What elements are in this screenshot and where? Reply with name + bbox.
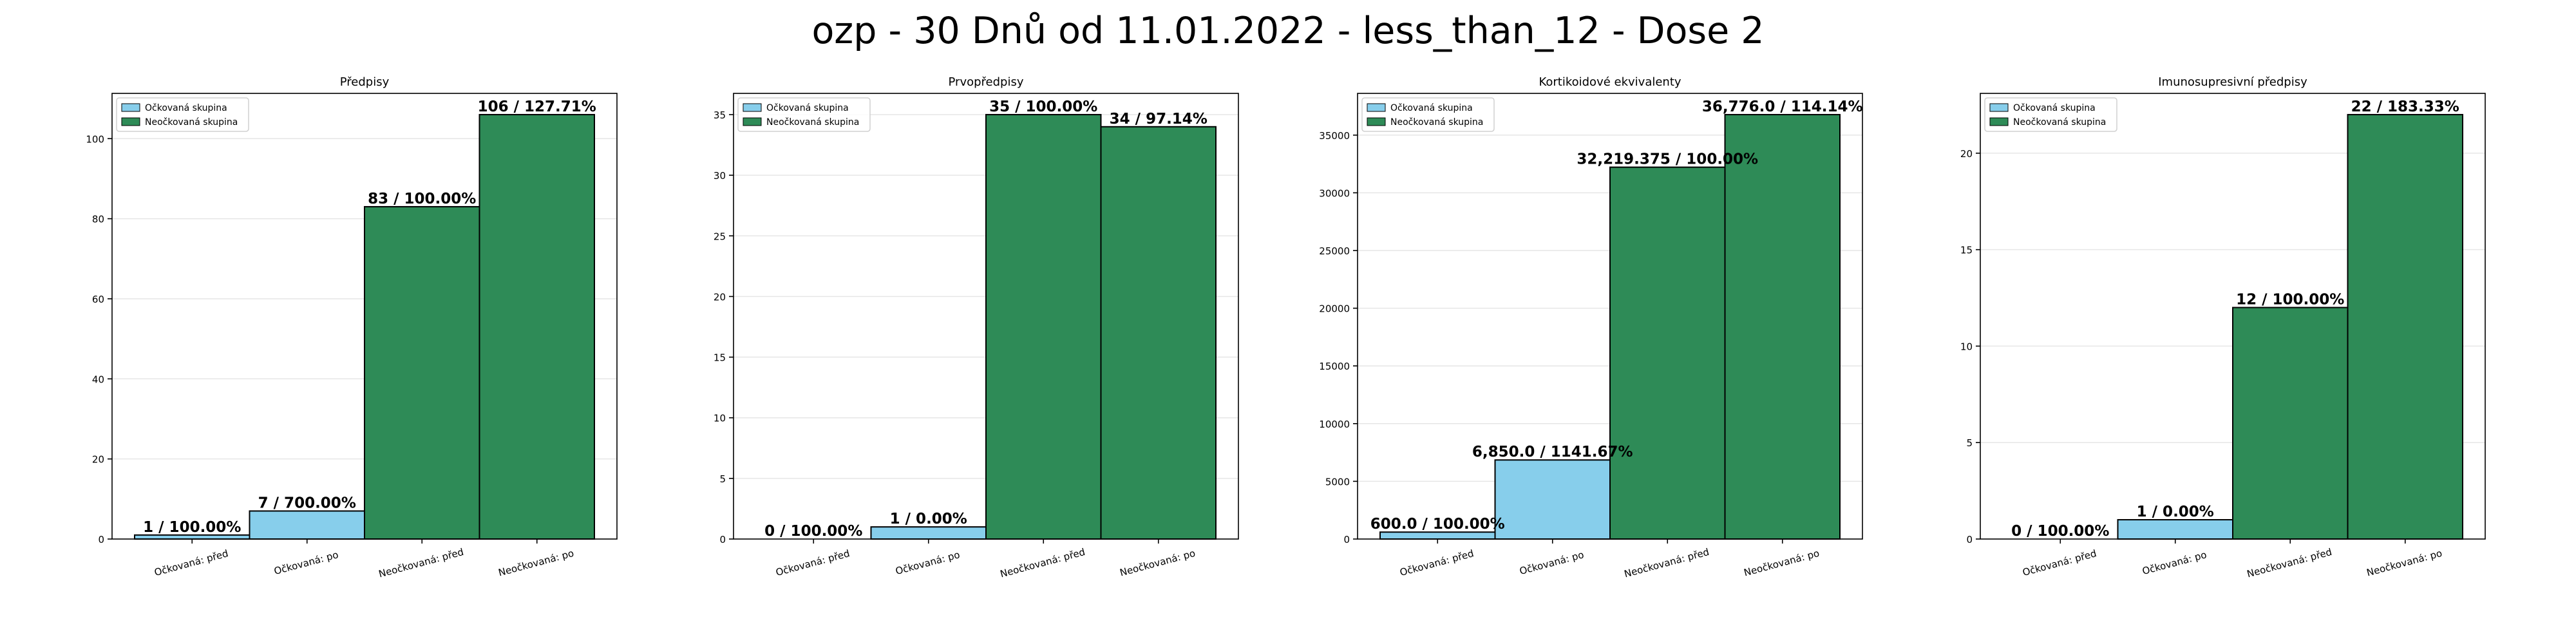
y-tick-label: 25000 xyxy=(1319,245,1350,257)
y-tick-label: 0 xyxy=(98,534,104,545)
data-label: 1 / 100.00% xyxy=(143,519,241,536)
data-label: 35 / 100.00% xyxy=(989,99,1097,115)
data-label: 600.0 / 100.00% xyxy=(1370,516,1505,533)
bar xyxy=(2232,307,2349,540)
data-label: 12 / 100.00% xyxy=(2236,292,2344,308)
y-tick-label: 20000 xyxy=(1319,303,1350,315)
legend-label-vaccinated: Očkovaná skupina xyxy=(145,103,227,113)
y-tick-label: 0 xyxy=(719,534,726,545)
y-tick-label: 60 xyxy=(92,294,104,305)
y-tick-label: 5 xyxy=(1966,437,1973,449)
legend-swatch-vaccinated xyxy=(743,103,762,112)
data-label: 7 / 700.00% xyxy=(258,495,356,511)
legend-label-vaccinated: Očkovaná skupina xyxy=(1390,103,1473,113)
y-tick-label: 30 xyxy=(714,170,726,182)
legend-box xyxy=(116,97,249,132)
axes-frame xyxy=(111,93,618,540)
x-tick-label: Neočkovaná: před xyxy=(2246,546,2333,580)
legend-label-unvaccinated: Neočkovaná skupina xyxy=(1390,117,1483,128)
y-tick-label: 10000 xyxy=(1319,419,1350,430)
legend-swatch-unvaccinated xyxy=(1989,117,2009,126)
y-tick-label: 20 xyxy=(1960,148,1973,160)
axes-frame xyxy=(733,93,1239,540)
legend-label-unvaccinated: Neočkovaná skupina xyxy=(766,117,859,128)
subplot-title: Předpisy xyxy=(340,75,390,89)
y-tick-label: 5 xyxy=(719,473,726,485)
bar xyxy=(1100,126,1217,540)
y-tick-label: 80 xyxy=(92,214,104,225)
data-label: 0 / 100.00% xyxy=(764,523,862,540)
bar xyxy=(1724,113,1841,540)
legend-box xyxy=(1361,97,1495,132)
y-tick-label: 40 xyxy=(92,374,104,385)
y-tick-label: 10 xyxy=(714,413,726,424)
y-tick-label: 20 xyxy=(714,291,726,303)
legend-label-unvaccinated: Neočkovaná skupina xyxy=(2013,117,2106,128)
data-label: 34 / 97.14% xyxy=(1110,111,1208,128)
data-label: 106 / 127.71% xyxy=(478,99,596,115)
data-label: 22 / 183.33% xyxy=(2351,99,2459,115)
y-tick-label: 10 xyxy=(1960,341,1973,352)
y-tick-label: 20 xyxy=(92,454,104,466)
subplot-title: Prvopředpisy xyxy=(949,75,1024,89)
y-tick-label: 30000 xyxy=(1319,187,1350,199)
legend-swatch-vaccinated xyxy=(1367,103,1386,112)
y-tick-label: 25 xyxy=(714,231,726,242)
subplot-title: Imunosupresivní předpisy xyxy=(2158,75,2307,89)
bar xyxy=(2347,113,2463,540)
y-tick-label: 15000 xyxy=(1319,361,1350,372)
y-tick-label: 0 xyxy=(1966,534,1973,545)
legend-swatch-unvaccinated xyxy=(1367,117,1386,126)
y-tick-label: 35000 xyxy=(1319,130,1350,142)
legend-label-vaccinated: Očkovaná skupina xyxy=(2013,103,2096,113)
legend-swatch-vaccinated xyxy=(121,103,140,112)
x-tick-label: Neočkovaná: po xyxy=(2365,547,2443,579)
axes-frame xyxy=(1980,93,2486,540)
legend-label-vaccinated: Očkovaná skupina xyxy=(766,103,849,113)
data-label: 0 / 100.00% xyxy=(2011,523,2109,540)
subplot-title: Kortikoidové ekvivalenty xyxy=(1539,75,1681,89)
data-label: 32,219.375 / 100.00% xyxy=(1577,151,1758,168)
legend-swatch-unvaccinated xyxy=(121,117,140,126)
data-label: 36,776.0 / 114.14% xyxy=(1702,99,1863,115)
y-tick-label: 5000 xyxy=(1325,476,1350,488)
legend-label-unvaccinated: Neočkovaná skupina xyxy=(145,117,238,128)
data-label: 6,850.0 / 1141.67% xyxy=(1472,444,1633,460)
legend-swatch-unvaccinated xyxy=(743,117,762,126)
x-tick-label: Očkovaná: před xyxy=(2022,547,2098,578)
y-tick-label: 100 xyxy=(86,133,104,145)
legend-swatch-vaccinated xyxy=(1989,103,2009,112)
x-tick-label: Očkovaná: po xyxy=(2141,549,2208,577)
figure-title: ozp - 30 Dnů od 11.01.2022 - less_than_1… xyxy=(811,10,1765,52)
axes-frame xyxy=(1357,93,1863,540)
data-label: 1 / 0.00% xyxy=(2137,504,2214,520)
y-tick-label: 15 xyxy=(1960,245,1973,256)
data-label: 1 / 0.00% xyxy=(890,511,967,527)
y-tick-label: 35 xyxy=(714,109,726,121)
data-label: 83 / 100.00% xyxy=(368,191,476,207)
legend-box xyxy=(737,97,871,132)
y-tick-label: 0 xyxy=(1343,534,1350,545)
y-tick-label: 15 xyxy=(714,352,726,364)
legend-box xyxy=(1984,97,2117,132)
bar xyxy=(478,113,595,540)
bar xyxy=(2117,519,2233,540)
